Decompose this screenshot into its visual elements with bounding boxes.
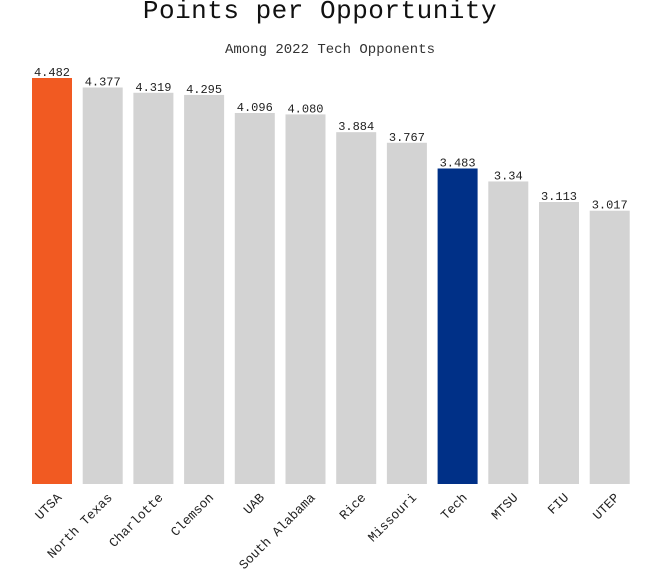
chart-title: Points per Opportunity: [142, 0, 498, 26]
x-tick-label: Clemson: [168, 490, 217, 539]
value-label: 3.483: [440, 156, 476, 170]
value-label: 4.482: [34, 66, 70, 80]
bar-missouri: [386, 142, 427, 484]
value-label: 4.377: [85, 76, 121, 90]
x-tick-label: FIU: [545, 490, 572, 517]
bar-fiu: [539, 202, 579, 484]
x-tick-label: UTSA: [32, 490, 65, 523]
value-label: 4.096: [237, 101, 273, 115]
x-tick-label: Charlotte: [106, 490, 166, 550]
x-tick-label: Missouri: [365, 490, 420, 545]
bar-mtsu: [488, 181, 529, 484]
value-label: 3.767: [389, 131, 425, 145]
value-label: 3.017: [592, 199, 628, 213]
bar-utsa: [32, 78, 72, 484]
chart-subtitle: Among 2022 Tech Opponents: [224, 42, 436, 58]
value-label: 3.113: [541, 190, 577, 204]
bar-rice: [336, 132, 377, 485]
bar-tech: [437, 168, 478, 485]
value-label: 3.884: [338, 120, 374, 134]
value-label: 4.080: [287, 102, 323, 116]
x-tick-label: UTEP: [590, 490, 623, 523]
bar-clemson: [184, 94, 225, 484]
value-label: 4.319: [135, 81, 171, 95]
x-tick-label: MTSU: [489, 490, 522, 523]
bar-charlotte: [133, 92, 174, 485]
bar-utep: [589, 210, 630, 484]
x-tick-label: UAB: [241, 490, 268, 517]
bar-north-texas: [82, 87, 123, 484]
bar-uab: [234, 112, 275, 484]
value-label: 4.295: [186, 83, 222, 97]
x-tick-label: Tech: [438, 490, 471, 523]
x-tick-label: Rice: [337, 490, 370, 523]
value-label: 3.34: [494, 169, 523, 183]
bar-south-alabama: [285, 114, 326, 484]
